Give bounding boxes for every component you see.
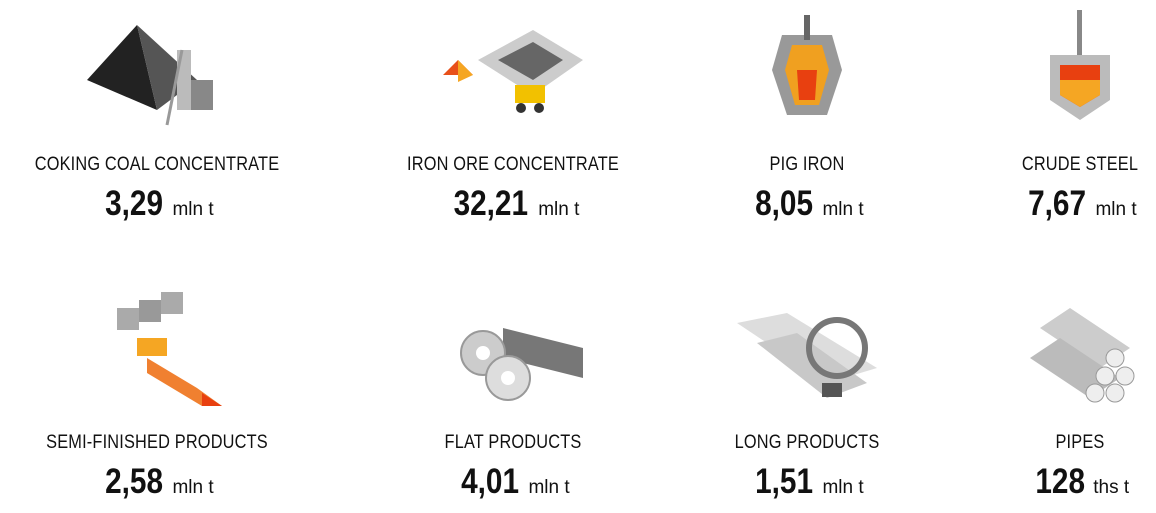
value: 7,67 <box>1028 184 1086 224</box>
value: 128 <box>1035 462 1085 502</box>
icon <box>727 10 887 130</box>
product-card: SEMI-FINISHED PRODUCTS 2,58 mln t <box>0 288 317 502</box>
label: PIPES <box>942 432 1156 454</box>
product-card: PIPES 128 ths t <box>920 288 1156 502</box>
product-card: FLAT PRODUCTS 4,01 mln t <box>353 288 673 502</box>
label: FLAT PRODUCTS <box>375 432 650 454</box>
label: IRON ORE CONCENTRATE <box>375 154 650 176</box>
product-card: IRON ORE CONCENTRATE 32,21 mln t <box>353 10 673 224</box>
product-card: LONG PRODUCTS 1,51 mln t <box>647 288 967 502</box>
unit: mln t <box>822 199 863 220</box>
label: SEMI-FINISHED PRODUCTS <box>19 432 294 454</box>
unit: ths t <box>1093 477 1129 498</box>
value: 8,05 <box>755 184 813 224</box>
icon <box>1000 10 1156 130</box>
value: 4,01 <box>461 462 519 502</box>
icon <box>77 10 237 130</box>
label: LONG PRODUCTS <box>669 432 944 454</box>
page: COKING COAL CONCENTRATE 3,29 mln t IRON O… <box>0 0 1156 513</box>
label: CRUDE STEEL <box>942 154 1156 176</box>
label: COKING COAL CONCENTRATE <box>19 154 294 176</box>
unit: mln t <box>172 477 213 498</box>
unit: mln t <box>822 477 863 498</box>
value: 32,21 <box>453 184 527 224</box>
icon <box>433 10 593 130</box>
unit: mln t <box>528 477 569 498</box>
icon <box>433 288 593 408</box>
value: 2,58 <box>105 462 163 502</box>
product-card: COKING COAL CONCENTRATE 3,29 mln t <box>0 10 317 224</box>
icon <box>1000 288 1156 408</box>
unit: mln t <box>1095 199 1136 220</box>
icon <box>77 288 237 408</box>
unit: mln t <box>538 199 579 220</box>
product-card: CRUDE STEEL 7,67 mln t <box>920 10 1156 224</box>
value: 3,29 <box>105 184 163 224</box>
unit: mln t <box>172 199 213 220</box>
label: PIG IRON <box>669 154 944 176</box>
product-card: PIG IRON 8,05 mln t <box>647 10 967 224</box>
value: 1,51 <box>755 462 813 502</box>
icon <box>727 288 887 408</box>
